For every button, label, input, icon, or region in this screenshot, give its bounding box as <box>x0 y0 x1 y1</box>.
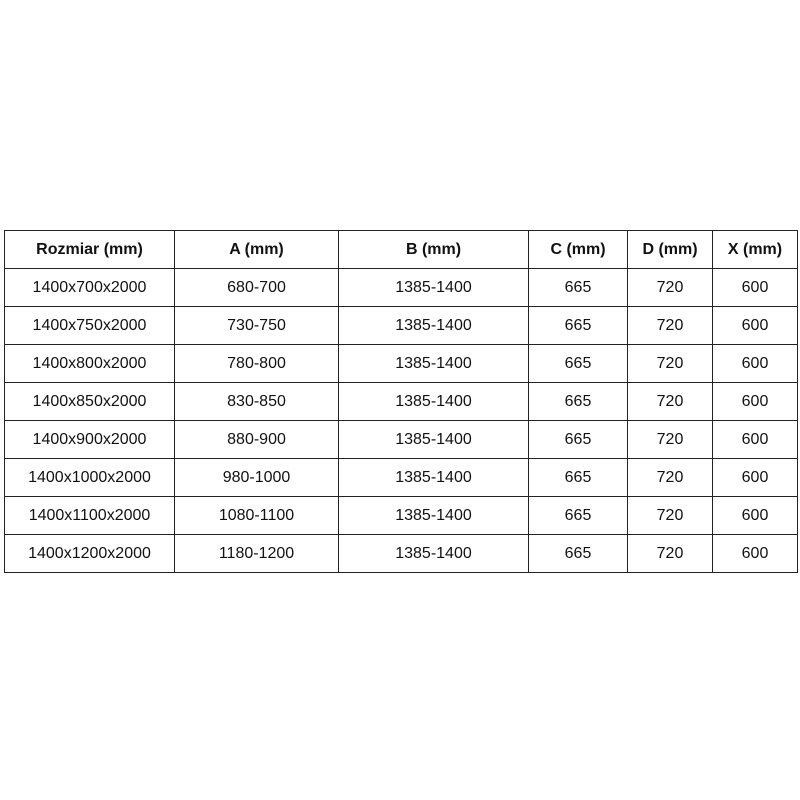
dimensions-table: Rozmiar (mm) A (mm) B (mm) C (mm) D (mm) X (m… <box>4 230 798 573</box>
table-cell: 720 <box>627 534 713 573</box>
table-row: 1400x850x2000 830-850 1385-1400 665 720 600 <box>4 382 798 421</box>
table-cell: 880-900 <box>174 420 339 459</box>
table-cell: 720 <box>627 458 713 497</box>
table-cell: 720 <box>627 496 713 535</box>
table-row: 1400x1200x2000 1180-1200 1385-1400 665 720 60… <box>4 534 798 573</box>
header-row: Rozmiar (mm) A (mm) B (mm) C (mm) D (mm) X (m… <box>4 230 798 269</box>
column-header: D (mm) <box>627 230 713 269</box>
table-cell: 600 <box>712 268 798 307</box>
table-row: 1400x1100x2000 1080-1100 1385-1400 665 720 60… <box>4 496 798 535</box>
column-header: Rozmiar (mm) <box>4 230 175 269</box>
table-cell: 665 <box>528 458 628 497</box>
table-cell: 600 <box>712 306 798 345</box>
table-cell: 1385-1400 <box>338 458 529 497</box>
column-header: B (mm) <box>338 230 529 269</box>
table-cell: 1400x1000x2000 <box>4 458 175 497</box>
table-cell: 600 <box>712 534 798 573</box>
table-cell: 1080-1100 <box>174 496 339 535</box>
table-cell: 980-1000 <box>174 458 339 497</box>
table-cell: 1400x900x2000 <box>4 420 175 459</box>
table-cell: 1400x700x2000 <box>4 268 175 307</box>
table-cell: 720 <box>627 268 713 307</box>
table-cell: 1400x1100x2000 <box>4 496 175 535</box>
table-cell: 665 <box>528 534 628 573</box>
table-cell: 1385-1400 <box>338 382 529 421</box>
table-cell: 1400x850x2000 <box>4 382 175 421</box>
table-cell: 1180-1200 <box>174 534 339 573</box>
table-cell: 665 <box>528 420 628 459</box>
table-cell: 600 <box>712 458 798 497</box>
table-cell: 600 <box>712 382 798 421</box>
table-cell: 1385-1400 <box>338 420 529 459</box>
table-cell: 600 <box>712 496 798 535</box>
table-cell: 665 <box>528 268 628 307</box>
column-header: A (mm) <box>174 230 339 269</box>
table-row: 1400x800x2000 780-800 1385-1400 665 720 600 <box>4 344 798 383</box>
table-cell: 1385-1400 <box>338 496 529 535</box>
table-cell: 1385-1400 <box>338 306 529 345</box>
table-cell: 600 <box>712 420 798 459</box>
table-cell: 1385-1400 <box>338 268 529 307</box>
table-cell: 680-700 <box>174 268 339 307</box>
table-cell: 720 <box>627 382 713 421</box>
table-cell: 1400x800x2000 <box>4 344 175 383</box>
table-cell: 1385-1400 <box>338 534 529 573</box>
table-cell: 1385-1400 <box>338 344 529 383</box>
table-cell: 780-800 <box>174 344 339 383</box>
table-cell: 1400x750x2000 <box>4 306 175 345</box>
table-cell: 1400x1200x2000 <box>4 534 175 573</box>
table-cell: 720 <box>627 306 713 345</box>
column-header: C (mm) <box>528 230 628 269</box>
table-cell: 665 <box>528 382 628 421</box>
table-cell: 665 <box>528 496 628 535</box>
table-row: 1400x750x2000 730-750 1385-1400 665 720 600 <box>4 306 798 345</box>
column-header: X (mm) <box>712 230 798 269</box>
table-cell: 720 <box>627 344 713 383</box>
table-cell: 830-850 <box>174 382 339 421</box>
table-cell: 720 <box>627 420 713 459</box>
table-cell: 665 <box>528 306 628 345</box>
table-row: 1400x1000x2000 980-1000 1385-1400 665 720 600 <box>4 458 798 497</box>
table-cell: 730-750 <box>174 306 339 345</box>
table-row: 1400x900x2000 880-900 1385-1400 665 720 600 <box>4 420 798 459</box>
table-cell: 600 <box>712 344 798 383</box>
table-cell: 665 <box>528 344 628 383</box>
table-row: 1400x700x2000 680-700 1385-1400 665 720 600 <box>4 268 798 307</box>
